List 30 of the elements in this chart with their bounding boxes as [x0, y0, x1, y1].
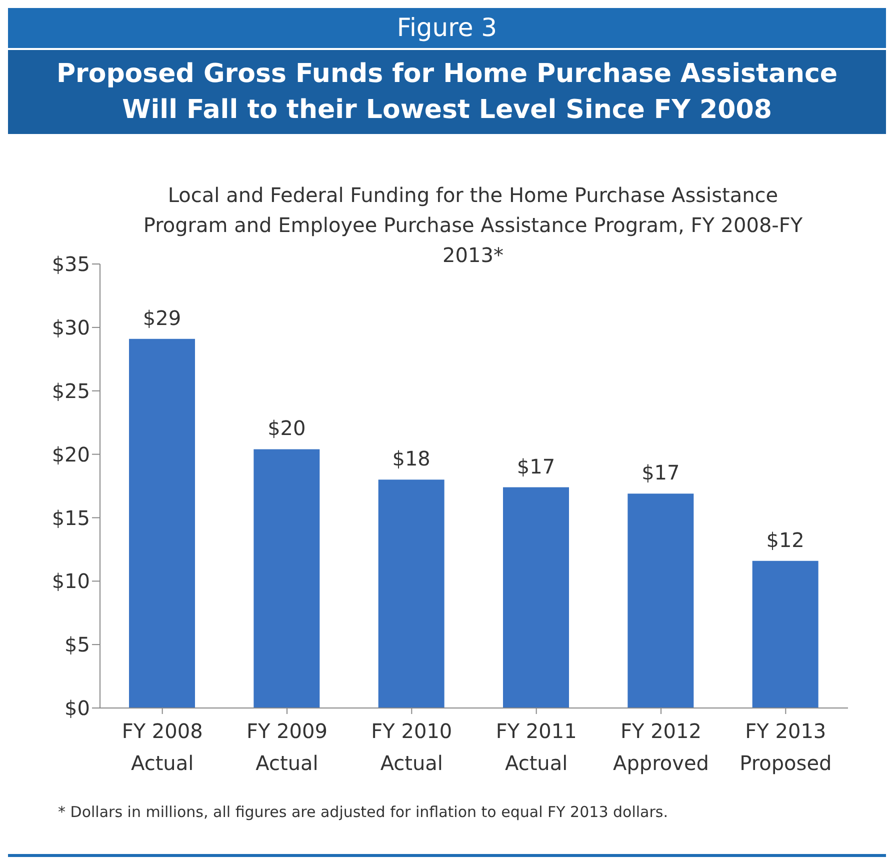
caption: Figure 3	[8, 8, 886, 48]
x-tick-label: FY 2008 Actual	[122, 719, 203, 775]
bar	[628, 494, 694, 708]
data-label: $12	[766, 528, 804, 552]
bar	[129, 338, 195, 708]
data-label: $29	[142, 306, 182, 330]
bar	[503, 487, 569, 708]
y-tick-label: $35	[52, 252, 90, 276]
y-tick-label: $20	[52, 442, 90, 466]
data-label: $18	[392, 446, 430, 471]
y-tick-label: $5	[64, 632, 90, 657]
chart-title: Proposed Gross Funds for Home Purchase Assistance Will Fall to their Lowest Level Since FY 2008	[8, 50, 886, 134]
y-tick-label: $0	[64, 696, 90, 720]
text: * Dollars in millions, all figures are adjusted for inflation to equal FY 2013 dollars.	[58, 803, 668, 821]
chart-subtitle: Local and Federal Funding for the Home Purchase Assistance Program and Employee Purchase Assistance Program, FY 2008-FY 2013*	[142, 182, 804, 269]
x-tick-label: FY 2010 Actual	[371, 719, 452, 775]
y-tick-label: $30	[52, 316, 90, 340]
y-tick-label: $15	[52, 506, 90, 530]
x-tick-label: FY 2009 Actual	[246, 719, 328, 775]
bar	[378, 480, 444, 708]
x-tick-label: FY 2013 Proposed	[740, 719, 832, 775]
y-tick-label: $25	[52, 378, 90, 403]
data-label: $17	[642, 460, 680, 485]
data-label: $17	[516, 454, 556, 478]
data-label: $20	[268, 416, 306, 440]
x-tick-label: FY 2011 Actual	[496, 719, 577, 775]
bar	[254, 449, 320, 708]
y-tick-label: $10	[52, 569, 90, 594]
bar	[752, 560, 818, 708]
x-tick-label: FY 2012 Approved	[613, 719, 709, 775]
